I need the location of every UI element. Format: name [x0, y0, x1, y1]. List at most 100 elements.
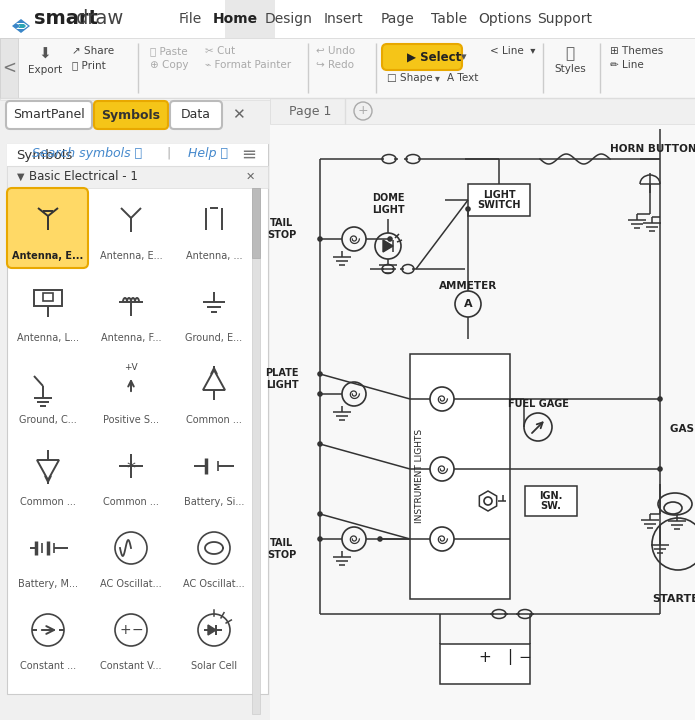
Text: Common ...: Common ... — [20, 497, 76, 507]
FancyBboxPatch shape — [7, 188, 88, 268]
Text: smart: smart — [34, 9, 98, 29]
Text: ✂ Cut: ✂ Cut — [205, 46, 235, 56]
Text: Data: Data — [181, 109, 211, 122]
Text: ▼: ▼ — [17, 172, 24, 182]
Bar — [0, 0, 695, 38]
Text: ✕: ✕ — [245, 172, 254, 182]
Text: Positive S...: Positive S... — [103, 415, 159, 425]
Text: LIGHT: LIGHT — [483, 190, 515, 200]
Polygon shape — [383, 240, 393, 252]
Text: Common ...: Common ... — [103, 497, 159, 507]
Text: Help ⓘ: Help ⓘ — [188, 146, 228, 160]
Text: A Text: A Text — [447, 73, 478, 83]
Bar — [7, 166, 268, 188]
Text: ✏ Line: ✏ Line — [610, 60, 644, 70]
Text: Design: Design — [265, 12, 313, 26]
Text: STARTER: STARTER — [653, 594, 695, 604]
Text: *: * — [126, 460, 136, 478]
Text: Antenna, E...: Antenna, E... — [13, 251, 83, 261]
Circle shape — [377, 536, 383, 541]
Bar — [440, 644, 530, 684]
Text: +: + — [358, 104, 368, 117]
Text: PLATE
LIGHT: PLATE LIGHT — [265, 368, 299, 390]
Circle shape — [657, 396, 663, 402]
Text: Table: Table — [431, 12, 467, 26]
Text: Common ...: Common ... — [186, 415, 242, 425]
Circle shape — [317, 236, 322, 242]
Text: Antenna, ...: Antenna, ... — [186, 251, 243, 261]
Bar — [525, 486, 577, 516]
Bar — [252, 188, 260, 258]
Bar — [270, 98, 695, 720]
Circle shape — [317, 536, 322, 541]
Text: Page 1: Page 1 — [289, 104, 332, 117]
Text: AC Oscillat...: AC Oscillat... — [100, 579, 162, 589]
Circle shape — [317, 441, 322, 447]
Text: Support: Support — [537, 12, 593, 26]
Circle shape — [317, 391, 322, 397]
Text: Ground, C...: Ground, C... — [19, 415, 77, 425]
Text: □ Shape: □ Shape — [387, 73, 432, 83]
Circle shape — [317, 372, 322, 377]
Text: SWITCH: SWITCH — [477, 200, 521, 210]
Text: Constant ...: Constant ... — [20, 661, 76, 671]
FancyBboxPatch shape — [170, 101, 222, 129]
Bar — [34, 290, 62, 306]
Text: <: < — [2, 59, 16, 77]
Bar — [410, 354, 510, 599]
Bar — [0, 38, 18, 98]
Text: ⬇: ⬇ — [39, 47, 51, 61]
Polygon shape — [12, 19, 30, 33]
Text: ↩ Undo: ↩ Undo — [316, 46, 355, 56]
Text: SW.: SW. — [541, 501, 562, 511]
Text: ↗ Share: ↗ Share — [72, 46, 114, 56]
FancyBboxPatch shape — [382, 44, 462, 70]
Circle shape — [657, 467, 663, 472]
Bar — [7, 144, 268, 694]
Text: ⊕ Copy: ⊕ Copy — [150, 60, 188, 70]
Text: Antenna, E...: Antenna, E... — [99, 251, 163, 261]
Text: TAIL
STOP: TAIL STOP — [268, 218, 297, 240]
Text: ⊞ Themes: ⊞ Themes — [610, 46, 663, 56]
Text: SmartPanel: SmartPanel — [13, 109, 85, 122]
FancyBboxPatch shape — [94, 101, 168, 129]
Text: AC Oscillat...: AC Oscillat... — [183, 579, 245, 589]
Text: −: − — [518, 649, 532, 665]
Text: Solar Cell: Solar Cell — [191, 661, 237, 671]
Text: Insert: Insert — [323, 12, 363, 26]
Text: |: | — [507, 649, 513, 665]
Bar — [0, 98, 695, 718]
Bar — [7, 144, 268, 166]
Text: Search symbols 🔍: Search symbols 🔍 — [32, 146, 142, 160]
Text: FUEL GAGE: FUEL GAGE — [507, 399, 569, 409]
Text: Antenna, L...: Antenna, L... — [17, 333, 79, 343]
Text: TAIL
STOP: TAIL STOP — [268, 539, 297, 560]
Text: Styles: Styles — [554, 64, 586, 74]
Text: ⌁ Format Painter: ⌁ Format Painter — [205, 60, 291, 70]
Text: HORN BUTTON: HORN BUTTON — [610, 144, 695, 154]
Bar — [270, 98, 695, 124]
Text: GAS TANK: GAS TANK — [670, 424, 695, 434]
Text: Page: Page — [381, 12, 415, 26]
Text: draw: draw — [76, 9, 124, 29]
Text: Symbols: Symbols — [16, 148, 72, 161]
Text: Battery, M...: Battery, M... — [18, 579, 78, 589]
Bar — [270, 124, 695, 720]
Text: 📋 Paste: 📋 Paste — [150, 46, 188, 56]
Text: Home: Home — [213, 12, 258, 26]
FancyBboxPatch shape — [6, 101, 92, 129]
Text: ▶ Select: ▶ Select — [407, 50, 461, 63]
Circle shape — [317, 511, 322, 517]
Text: Basic Electrical - 1: Basic Electrical - 1 — [29, 171, 138, 184]
Text: Export: Export — [28, 65, 62, 75]
Bar — [43, 293, 53, 301]
Text: < Line  ▾: < Line ▾ — [490, 46, 536, 56]
Text: ▾: ▾ — [461, 52, 466, 62]
Polygon shape — [18, 24, 26, 28]
Text: 🖨 Print: 🖨 Print — [72, 60, 106, 70]
Text: Antenna, F...: Antenna, F... — [101, 333, 161, 343]
Text: ▾: ▾ — [435, 73, 440, 83]
Text: 🖌: 🖌 — [566, 47, 575, 61]
Text: A: A — [464, 299, 473, 309]
Polygon shape — [16, 23, 28, 29]
